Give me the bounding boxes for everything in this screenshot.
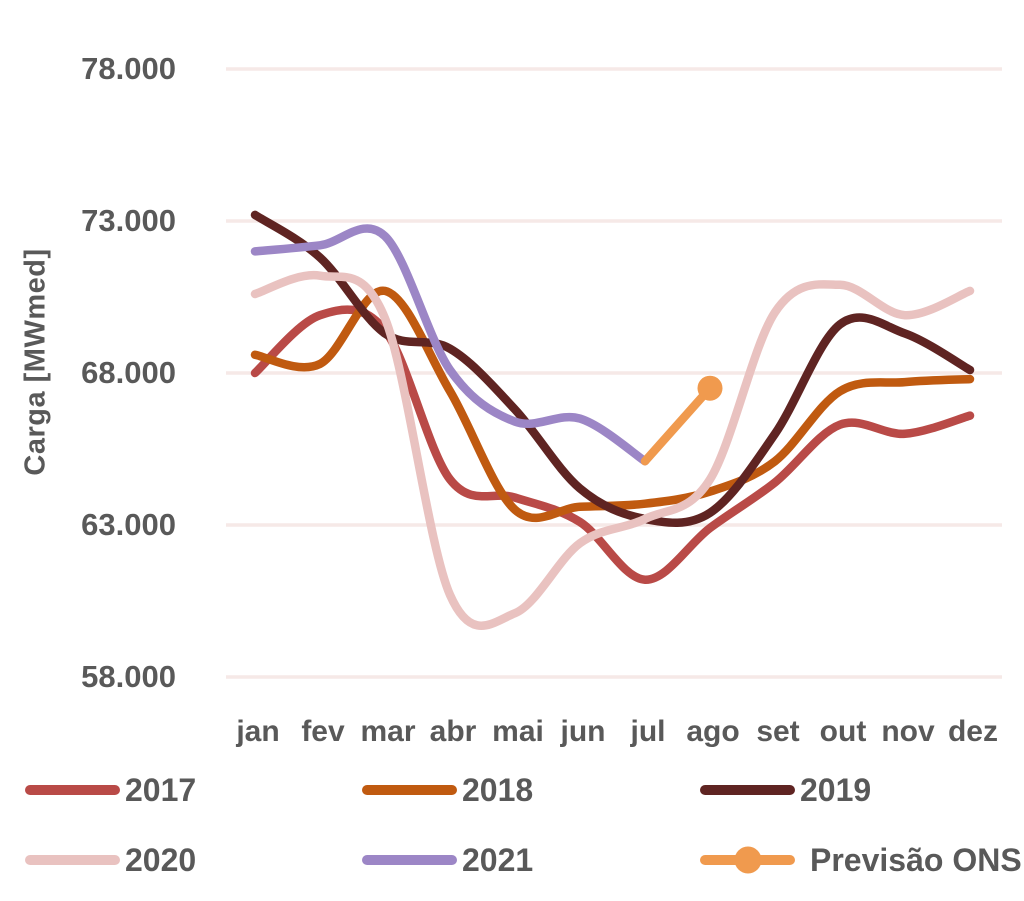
- x-tick-label: mar: [360, 715, 416, 748]
- x-tick-label: nov: [881, 715, 935, 748]
- x-tick-label: fev: [301, 715, 345, 748]
- legend-marker-dot: [734, 846, 761, 874]
- x-tick-label: jan: [236, 715, 280, 748]
- x-tick-label: set: [756, 715, 800, 748]
- y-tick-label: 58.000: [81, 659, 176, 694]
- series-line-2021: [250, 224, 650, 466]
- forecast-marker: [697, 375, 723, 401]
- x-tick-label: mai: [492, 715, 544, 748]
- x-tick-label: jul: [630, 715, 666, 748]
- y-tick-label: 78.000: [81, 51, 176, 86]
- y-tick-label: 73.000: [81, 203, 176, 238]
- legend-swatch-Previsão ONS: [700, 846, 795, 874]
- y-tick-label: 63.000: [81, 507, 176, 542]
- series-line-Previsão ONS: [640, 383, 715, 466]
- series-line-2020: [250, 270, 975, 630]
- x-tick-label: abr: [429, 715, 477, 748]
- legend-swatch-2017: [25, 785, 120, 795]
- legend-swatch-2018: [362, 785, 457, 795]
- legend-label: 2020: [125, 842, 197, 878]
- legend-swatch-2019: [700, 785, 795, 795]
- x-tick-label: ago: [686, 715, 740, 748]
- x-tick-label: out: [819, 715, 867, 748]
- legend-label: Previsão ONS: [810, 842, 1022, 878]
- legend-label: 2017: [125, 772, 197, 808]
- series-line-2017: [250, 305, 975, 584]
- legend-label: 2018: [462, 772, 534, 808]
- legend-swatch-2021: [362, 855, 457, 865]
- legend-label: 2021: [462, 842, 534, 878]
- y-tick-label: 68.000: [81, 355, 176, 390]
- series-line-2018: [250, 286, 975, 523]
- series-line-2019: [250, 210, 975, 527]
- legend-label: 2019: [800, 772, 872, 808]
- x-tick-label: jun: [560, 715, 606, 748]
- x-tick-label: dez: [947, 715, 998, 748]
- legend-swatch-2020: [25, 855, 120, 865]
